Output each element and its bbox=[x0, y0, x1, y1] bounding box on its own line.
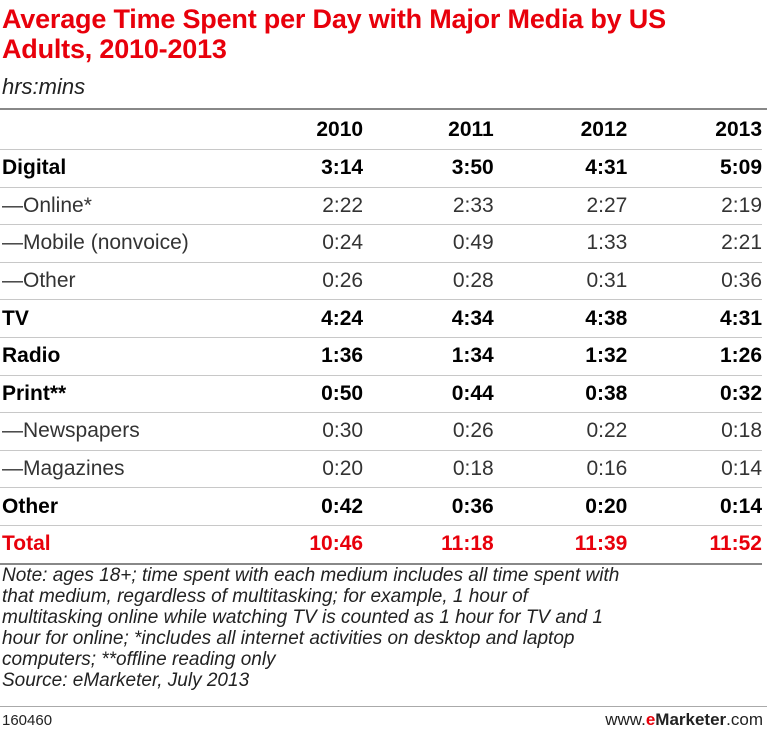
value-cell-2012: 0:38 bbox=[493, 374, 628, 413]
value-cell-2011: 0:36 bbox=[363, 487, 494, 526]
value-cell-2012: 4:38 bbox=[493, 299, 628, 338]
row-label: Total bbox=[0, 524, 252, 565]
value-cell-2010: 1:36 bbox=[251, 336, 364, 376]
value-cell-2012: 0:31 bbox=[493, 261, 628, 300]
value-cell-2012: 4:31 bbox=[493, 149, 628, 188]
table-row: —Mobile (nonvoice) 0:24 0:49 1:33 2:21 bbox=[0, 224, 762, 263]
value-cell-2010: 0:20 bbox=[251, 449, 364, 488]
value-cell-2010: 3:14 bbox=[251, 149, 364, 188]
value-cell-2012: 0:20 bbox=[493, 487, 628, 526]
value-cell-2010: 0:50 bbox=[251, 374, 364, 413]
value-cell-2011: 11:18 bbox=[363, 524, 494, 565]
value-cell-2010: 0:26 bbox=[251, 261, 364, 300]
table-body: Digital 3:14 3:50 4:31 5:09 —Online* 2:22 2:33 2… bbox=[0, 149, 762, 565]
note-line: that medium, regardless of multitasking;… bbox=[2, 586, 528, 607]
value-cell-2011: 4:34 bbox=[363, 299, 494, 338]
top-rule bbox=[0, 108, 767, 110]
value-cell-2013: 2:19 bbox=[627, 186, 762, 225]
brand-suffix: .com bbox=[726, 710, 763, 729]
value-cell-2010: 10:46 bbox=[251, 524, 364, 565]
column-header-2012: 2012 bbox=[580, 117, 628, 141]
value-cell-2012: 0:16 bbox=[493, 449, 628, 488]
table-row: Radio 1:36 1:34 1:32 1:26 bbox=[0, 336, 762, 376]
value-cell-2013: 4:31 bbox=[627, 299, 762, 338]
row-label: Print** bbox=[0, 374, 252, 413]
header-label-cell bbox=[0, 110, 251, 150]
row-label: TV bbox=[0, 299, 252, 338]
row-label: Digital bbox=[0, 149, 252, 188]
brand-name: Marketer bbox=[655, 710, 727, 729]
value-cell-2013: 0:18 bbox=[627, 412, 762, 451]
value-cell-2011: 0:49 bbox=[363, 224, 494, 263]
note-line: Note: ages 18+; time spent with each med… bbox=[2, 565, 620, 586]
data-table: 2010 2011 2012 2013 Digital 3:14 3:50 4:31 5… bbox=[0, 110, 762, 565]
value-cell-2011: 0:28 bbox=[363, 261, 494, 300]
row-label: Other bbox=[0, 487, 252, 526]
table-row: —Other 0:26 0:28 0:31 0:36 bbox=[0, 261, 762, 300]
value-cell-2013: 0:32 bbox=[627, 374, 762, 413]
value-cell-2013: 0:14 bbox=[627, 449, 762, 488]
note-line: hour for online; *includes all internet … bbox=[2, 628, 575, 649]
value-cell-2010: 0:24 bbox=[251, 224, 364, 263]
value-cell-2010: 0:30 bbox=[251, 412, 364, 451]
value-cell-2011: 0:26 bbox=[363, 412, 494, 451]
chart-subtitle: hrs:mins bbox=[2, 74, 86, 99]
brand-prefix: www. bbox=[605, 710, 646, 729]
table-row: —Online* 2:22 2:33 2:27 2:19 bbox=[0, 186, 762, 225]
value-cell-2012: 0:22 bbox=[493, 412, 628, 451]
column-header-2013: 2013 bbox=[715, 117, 762, 141]
source-line: Source: eMarketer, July 2013 bbox=[2, 670, 250, 691]
row-label: —Online* bbox=[0, 186, 252, 225]
table-row: Digital 3:14 3:50 4:31 5:09 bbox=[0, 149, 762, 188]
row-label: —Newspapers bbox=[0, 412, 252, 451]
table-row: Other 0:42 0:36 0:20 0:14 bbox=[0, 487, 762, 526]
value-cell-2013: 5:09 bbox=[627, 149, 762, 188]
value-cell-2011: 0:44 bbox=[363, 374, 494, 413]
column-header-2011: 2011 bbox=[448, 117, 494, 141]
table-row: —Newspapers 0:30 0:26 0:22 0:18 bbox=[0, 412, 762, 451]
value-cell-2012: 2:27 bbox=[493, 186, 628, 225]
table-row: Total 10:46 11:18 11:39 11:52 bbox=[0, 524, 762, 565]
brand-url[interactable]: www.eMarketer.com bbox=[605, 710, 763, 730]
value-cell-2013: 11:52 bbox=[627, 524, 762, 565]
value-cell-2012: 1:33 bbox=[493, 224, 628, 263]
value-cell-2011: 0:18 bbox=[363, 449, 494, 488]
brand-e: e bbox=[645, 710, 656, 729]
table-row: TV 4:24 4:34 4:38 4:31 bbox=[0, 299, 762, 338]
value-cell-2010: 4:24 bbox=[251, 299, 364, 338]
footer-rule bbox=[0, 706, 767, 707]
value-cell-2012: 11:39 bbox=[493, 524, 628, 565]
value-cell-2013: 2:21 bbox=[627, 224, 762, 263]
note-line: multitasking online while watching TV is… bbox=[2, 607, 603, 628]
value-cell-2011: 2:33 bbox=[363, 186, 494, 225]
row-label: Radio bbox=[0, 336, 252, 376]
header-row: 2010 2011 2012 2013 bbox=[0, 110, 762, 150]
table-row: —Magazines 0:20 0:18 0:16 0:14 bbox=[0, 449, 762, 488]
chart-title: Average Time Spent per Day with Major Me… bbox=[2, 4, 666, 64]
footnote: Note: ages 18+; time spent with each med… bbox=[2, 565, 764, 691]
value-cell-2011: 1:34 bbox=[363, 336, 494, 376]
value-cell-2013: 0:14 bbox=[627, 487, 762, 526]
note-line: computers; **offline reading only bbox=[2, 649, 276, 670]
value-cell-2013: 1:26 bbox=[627, 336, 762, 376]
row-label: —Magazines bbox=[0, 449, 252, 488]
row-label: —Mobile (nonvoice) bbox=[0, 224, 252, 263]
value-cell-2010: 0:42 bbox=[251, 487, 364, 526]
row-label: —Other bbox=[0, 261, 252, 300]
table-row: Print** 0:50 0:44 0:38 0:32 bbox=[0, 374, 762, 413]
value-cell-2010: 2:22 bbox=[251, 186, 364, 225]
chart-id: 160460 bbox=[2, 712, 53, 729]
value-cell-2012: 1:32 bbox=[493, 336, 628, 376]
value-cell-2011: 3:50 bbox=[363, 149, 494, 188]
value-cell-2013: 0:36 bbox=[627, 261, 762, 300]
column-header-2010: 2010 bbox=[316, 117, 364, 141]
